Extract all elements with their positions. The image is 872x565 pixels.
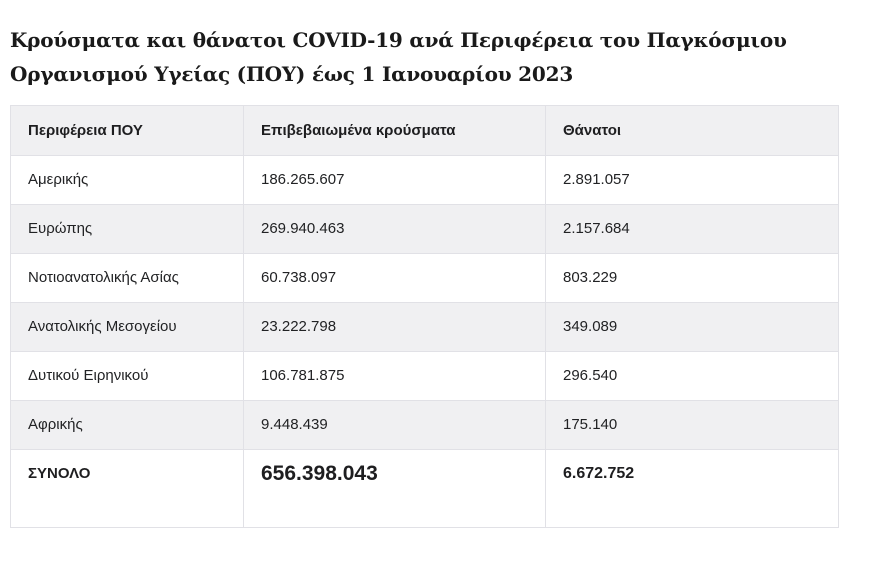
table-row: Ανατολικής Μεσογείου 23.222.798 349.089: [10, 302, 839, 352]
article-page: Κρούσματα και θάνατοι COVID-19 ανά Περιφ…: [0, 23, 872, 528]
cell-cases: 186.265.607: [243, 155, 546, 205]
table-row: Αμερικής 186.265.607 2.891.057: [10, 155, 839, 205]
table-row: Ευρώπης 269.940.463 2.157.684: [10, 204, 839, 254]
cell-region: Ανατολικής Μεσογείου: [10, 302, 244, 352]
total-row: ΣΥΝΟΛΟ 656.398.043 6.672.752: [10, 449, 839, 528]
cell-deaths: 803.229: [545, 253, 839, 303]
cell-cases: 23.222.798: [243, 302, 546, 352]
cell-region: Νοτιοανατολικής Ασίας: [10, 253, 244, 303]
cell-deaths: 175.140: [545, 400, 839, 450]
table-row: Νοτιοανατολικής Ασίας 60.738.097 803.229: [10, 253, 839, 303]
cell-region: Δυτικού Ειρηνικού: [10, 351, 244, 401]
total-label: ΣΥΝΟΛΟ: [10, 449, 244, 528]
total-cases-value: 656.398.043: [243, 449, 546, 528]
cell-cases: 9.448.439: [243, 400, 546, 450]
cell-cases: 269.940.463: [243, 204, 546, 254]
cell-cases: 60.738.097: [243, 253, 546, 303]
cell-deaths: 296.540: [545, 351, 839, 401]
column-header-region: Περιφέρεια ΠΟΥ: [10, 105, 244, 156]
column-header-cases: Επιβεβαιωμένα κρούσματα: [243, 105, 546, 156]
cell-region: Αφρικής: [10, 400, 244, 450]
table-row: Δυτικού Ειρηνικού 106.781.875 296.540: [10, 351, 839, 401]
cell-region: Αμερικής: [10, 155, 244, 205]
cell-region: Ευρώπης: [10, 204, 244, 254]
total-deaths-value: 6.672.752: [545, 449, 839, 528]
covid-regions-table: Περιφέρεια ΠΟΥ Επιβεβαιωμένα κρούσματα Θ…: [10, 105, 839, 528]
column-header-deaths: Θάνατοι: [545, 105, 839, 156]
cell-deaths: 349.089: [545, 302, 839, 352]
table-header-row: Περιφέρεια ΠΟΥ Επιβεβαιωμένα κρούσματα Θ…: [10, 105, 839, 156]
page-title: Κρούσματα και θάνατοι COVID-19 ανά Περιφ…: [10, 28, 787, 86]
cell-deaths: 2.891.057: [545, 155, 839, 205]
cell-cases: 106.781.875: [243, 351, 546, 401]
cell-deaths: 2.157.684: [545, 204, 839, 254]
table-row: Αφρικής 9.448.439 175.140: [10, 400, 839, 450]
